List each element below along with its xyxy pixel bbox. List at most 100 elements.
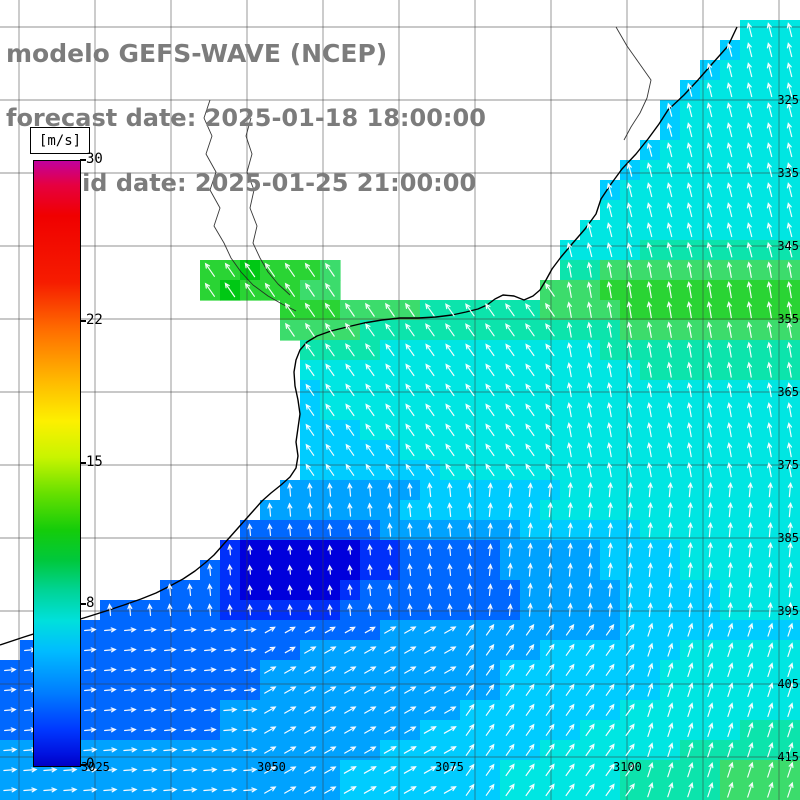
- wind-arrow: [585, 703, 595, 716]
- wind-arrow: [766, 281, 772, 299]
- wind-arrow: [385, 302, 395, 317]
- wind-arrow: [747, 682, 754, 697]
- wind-arrow: [427, 502, 433, 517]
- wind-arrow: [647, 622, 654, 637]
- wind-arrow: [587, 342, 593, 358]
- wind-arrow: [727, 501, 733, 518]
- wind-arrow: [565, 723, 575, 736]
- wind-arrow: [746, 62, 753, 78]
- wind-arrow: [507, 502, 513, 517]
- wind-arrow: [727, 682, 734, 697]
- wind-arrow: [726, 182, 733, 198]
- wind-arrow: [325, 363, 335, 377]
- wind-arrow: [646, 341, 652, 358]
- wind-arrow: [204, 687, 217, 693]
- wind-arrow: [726, 82, 733, 98]
- wind-arrow: [443, 746, 457, 754]
- wind-arrow: [227, 583, 233, 596]
- wind-arrow: [324, 646, 337, 654]
- wind-arrow: [647, 402, 653, 418]
- wind-arrow: [525, 423, 535, 437]
- wind-arrow: [465, 763, 475, 776]
- wind-arrow: [667, 781, 674, 798]
- wind-arrow: [567, 481, 573, 498]
- wind-arrow: [647, 501, 653, 518]
- wind-arrow: [287, 482, 293, 497]
- wind-arrow: [707, 462, 713, 478]
- wind-arrow: [565, 703, 575, 716]
- wind-arrow: [566, 301, 572, 318]
- wind-arrow: [625, 643, 635, 656]
- wind-arrow: [766, 82, 773, 98]
- wind-arrow: [666, 321, 672, 338]
- wind-arrow: [726, 222, 733, 238]
- wind-arrow: [727, 521, 733, 538]
- wind-arrow: [727, 761, 734, 778]
- wind-arrow: [547, 562, 553, 577]
- wind-arrow: [304, 646, 317, 654]
- wind-arrow: [123, 787, 138, 793]
- wind-arrow: [567, 582, 573, 597]
- wind-arrow: [545, 343, 555, 357]
- wind-arrow: [585, 763, 595, 777]
- wind-arrow: [325, 282, 335, 297]
- wind-arrow: [404, 686, 417, 694]
- wind-arrow: [467, 583, 473, 596]
- wind-arrow: [667, 562, 673, 577]
- wind-arrow: [667, 542, 673, 557]
- wind-arrow: [727, 601, 733, 618]
- wind-arrow: [687, 582, 693, 597]
- wind-arrow: [325, 262, 335, 277]
- wind-arrow: [465, 323, 475, 337]
- wind-arrow: [707, 622, 714, 637]
- wind-arrow: [525, 723, 535, 736]
- wind-arrow: [404, 726, 417, 734]
- wind-arrow: [184, 687, 197, 693]
- wind-arrow: [307, 523, 313, 536]
- wind-arrow: [706, 341, 712, 358]
- wind-arrow: [587, 522, 593, 537]
- wind-arrow: [365, 343, 375, 357]
- wind-arrow: [667, 602, 673, 617]
- wind-arrow: [404, 646, 417, 654]
- wind-arrow: [545, 323, 555, 337]
- wind-arrow: [403, 746, 417, 754]
- wind-arrow: [505, 363, 515, 377]
- wind-arrow: [525, 343, 535, 357]
- wind-arrow: [566, 281, 572, 298]
- wind-arrow: [727, 541, 733, 558]
- wind-arrow: [545, 623, 555, 636]
- wind-arrow: [404, 666, 417, 674]
- wind-arrow: [647, 602, 653, 617]
- wind-arrow: [787, 682, 794, 697]
- wind-arrow: [485, 723, 495, 736]
- wind-arrow: [203, 767, 218, 773]
- wind-arrow: [647, 742, 654, 757]
- wind-arrow: [3, 667, 17, 673]
- wind-arrow: [706, 361, 712, 378]
- wind-arrow: [425, 303, 435, 317]
- wind-arrow: [606, 182, 613, 197]
- wind-arrow: [767, 382, 773, 398]
- wind-arrow: [243, 727, 258, 733]
- wind-arrow: [43, 767, 58, 773]
- wind-arrow: [385, 343, 395, 357]
- wind-arrow: [625, 683, 635, 696]
- wind-arrow: [267, 523, 273, 536]
- wind-arrow: [747, 781, 754, 798]
- wind-arrow: [626, 162, 633, 177]
- wind-arrow: [447, 482, 453, 497]
- wind-arrow: [387, 563, 393, 576]
- wind-arrow: [625, 763, 635, 777]
- wind-arrow: [667, 442, 673, 458]
- wind-arrow: [787, 581, 793, 598]
- wind-arrow: [707, 642, 714, 657]
- wind-arrow: [567, 402, 573, 418]
- wind-arrow: [427, 603, 433, 616]
- wind-arrow: [727, 442, 733, 458]
- wind-arrow: [787, 501, 793, 518]
- wind-arrow: [264, 766, 277, 774]
- wind-arrow: [606, 281, 612, 299]
- wind-arrow: [184, 667, 197, 673]
- wind-arrow: [344, 646, 357, 654]
